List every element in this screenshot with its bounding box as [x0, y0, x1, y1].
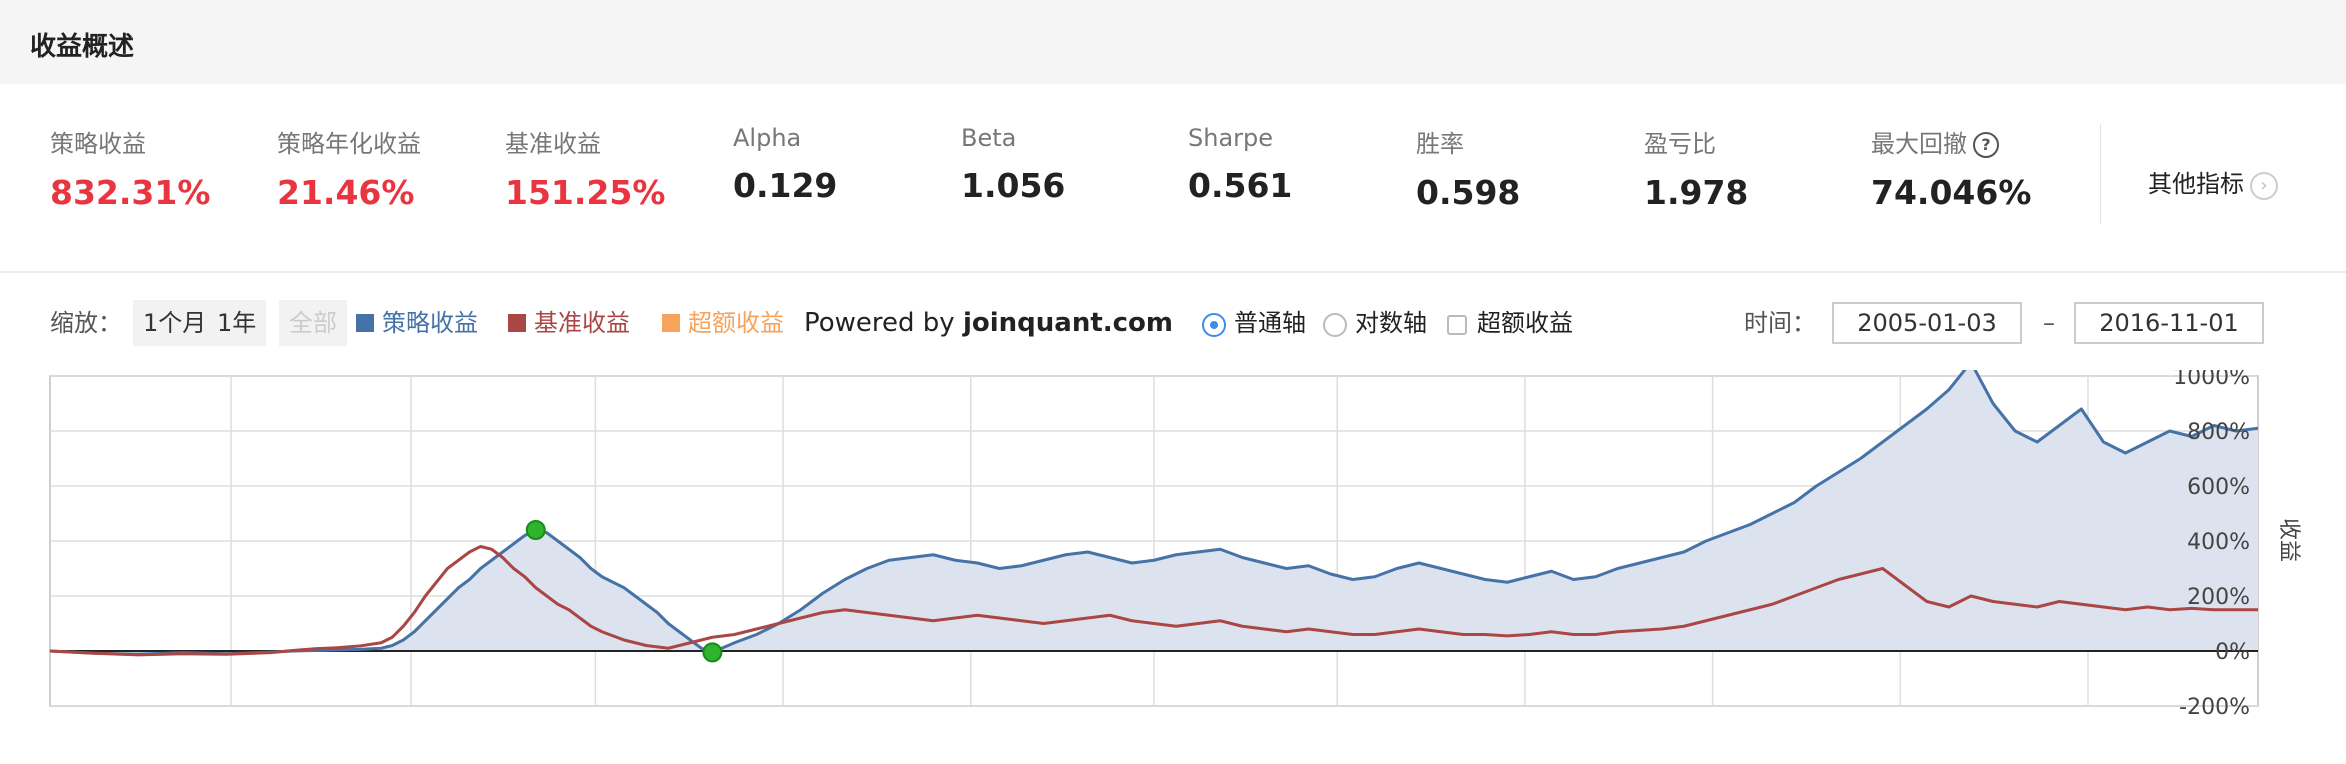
- axis-option-linear[interactable]: 普通轴: [1202, 300, 1306, 346]
- powered-prefix: Powered by: [804, 308, 963, 338]
- zoom-1-year-button[interactable]: 1年: [207, 300, 267, 346]
- metric-label: 基准收益: [505, 130, 601, 158]
- end-date-input[interactable]: 2016-11-01: [2074, 302, 2264, 344]
- y-tick-label: 1000%: [2173, 370, 2250, 390]
- metric-label: 盈亏比: [1644, 130, 1716, 158]
- metric-label: 胜率: [1416, 130, 1464, 158]
- y-axis-label: 收益: [2276, 518, 2301, 562]
- section-title: 收益概述: [30, 32, 135, 62]
- metric-value: 0.129: [733, 166, 838, 205]
- axis-option-label: 对数轴: [1355, 309, 1427, 337]
- metric-value: 0.598: [1416, 173, 1521, 212]
- other-metrics-label: 其他指标: [2148, 170, 2244, 198]
- y-tick-label: 0%: [2215, 640, 2250, 665]
- legend-swatch: [356, 314, 374, 332]
- checkbox-label: 超额收益: [1477, 309, 1573, 337]
- y-tick-label: 600%: [2187, 475, 2250, 500]
- help-icon[interactable]: ?: [1973, 132, 1999, 158]
- metrics-panel: 策略收益 832.31% 策略年化收益 21.46% 基准收益 151.25% …: [0, 84, 2346, 270]
- legend-benchmark[interactable]: 基准收益: [508, 300, 630, 346]
- date-separator: –: [2043, 309, 2055, 337]
- y-tick-label: 400%: [2187, 530, 2250, 555]
- metric-value: 1.978: [1644, 173, 1749, 212]
- legend-excess[interactable]: 超额收益: [662, 300, 784, 346]
- axis-option-label: 普通轴: [1234, 309, 1306, 337]
- strategy-return-line[interactable]: [49, 370, 2259, 656]
- metric-max-drawdown: 最大回撤? 74.046%: [1871, 124, 2031, 212]
- legend-swatch: [662, 314, 680, 332]
- metric-value: 832.31%: [50, 173, 211, 212]
- returns-chart[interactable]: 1000% 800% 600% 400% 200% 0% -200% 收益: [0, 370, 2346, 730]
- y-tick-label: -200%: [2179, 695, 2250, 720]
- metric-label: 最大回撤?: [1871, 124, 2031, 159]
- zoom-all-button[interactable]: 全部: [279, 300, 347, 346]
- metric-annualized-return: 策略年化收益 21.46%: [277, 124, 421, 212]
- chevron-right-icon: ›: [2250, 172, 2278, 200]
- checkbox-icon: [1447, 315, 1467, 335]
- strategy-area-fill: [50, 370, 2258, 655]
- divider: [2100, 124, 2101, 224]
- metric-value: 0.561: [1188, 166, 1293, 205]
- metric-label: 策略收益: [50, 130, 146, 158]
- y-tick-label: 200%: [2187, 585, 2250, 610]
- metric-strategy-return: 策略收益 832.31%: [50, 124, 210, 212]
- other-metrics-link[interactable]: 其他指标 ›: [2148, 164, 2278, 200]
- metric-beta: Beta 1.056: [961, 124, 1065, 205]
- section-header: 收益概述: [0, 0, 2346, 84]
- metric-label: Alpha: [733, 124, 802, 152]
- metric-label-text: 最大回撤: [1871, 130, 1967, 158]
- metric-profit-loss-ratio: 盈亏比 1.978: [1644, 124, 1748, 212]
- metric-value: 1.056: [961, 166, 1066, 205]
- drawdown-peak-marker[interactable]: [525, 520, 546, 540]
- powered-site: joinquant.com: [962, 308, 1174, 338]
- radio-unchecked-icon: [1323, 313, 1347, 337]
- y-tick-label: 800%: [2187, 420, 2250, 445]
- metric-value: 74.046%: [1871, 173, 2032, 212]
- metric-value: 21.46%: [277, 173, 415, 212]
- metric-win-rate: 胜率 0.598: [1416, 124, 1520, 212]
- benchmark-return-line[interactable]: [49, 545, 2258, 657]
- zoom-label: 缩放：: [50, 309, 122, 337]
- drawdown-trough-marker[interactable]: [702, 642, 723, 663]
- legend-strategy[interactable]: 策略收益: [356, 300, 478, 346]
- chart-toolbar: 缩放： 1个月 1年 全部 策略收益 基准收益 超额收益 Powered by …: [0, 300, 2346, 350]
- excess-return-checkbox[interactable]: 超额收益: [1447, 300, 1573, 346]
- legend-swatch: [508, 314, 526, 332]
- time-label: 时间：: [1744, 309, 1816, 337]
- divider: [0, 271, 2346, 273]
- zoom-1-month-button[interactable]: 1个月: [133, 300, 217, 346]
- legend-label: 超额收益: [688, 309, 784, 337]
- metric-benchmark-return: 基准收益 151.25%: [505, 124, 665, 212]
- metric-label: Beta: [961, 124, 1017, 152]
- axis-option-log[interactable]: 对数轴: [1323, 300, 1427, 346]
- powered-by: Powered by joinquant.com: [804, 300, 1173, 346]
- metric-label: Sharpe: [1188, 124, 1274, 152]
- radio-checked-icon: [1202, 313, 1226, 337]
- legend-label: 基准收益: [534, 309, 630, 337]
- metric-sharpe: Sharpe 0.561: [1188, 124, 1292, 205]
- metric-label: 策略年化收益: [277, 130, 421, 158]
- start-date-input[interactable]: 2005-01-03: [1832, 302, 2022, 344]
- metric-value: 151.25%: [505, 173, 666, 212]
- metric-alpha: Alpha 0.129: [733, 124, 837, 205]
- legend-label: 策略收益: [382, 309, 478, 337]
